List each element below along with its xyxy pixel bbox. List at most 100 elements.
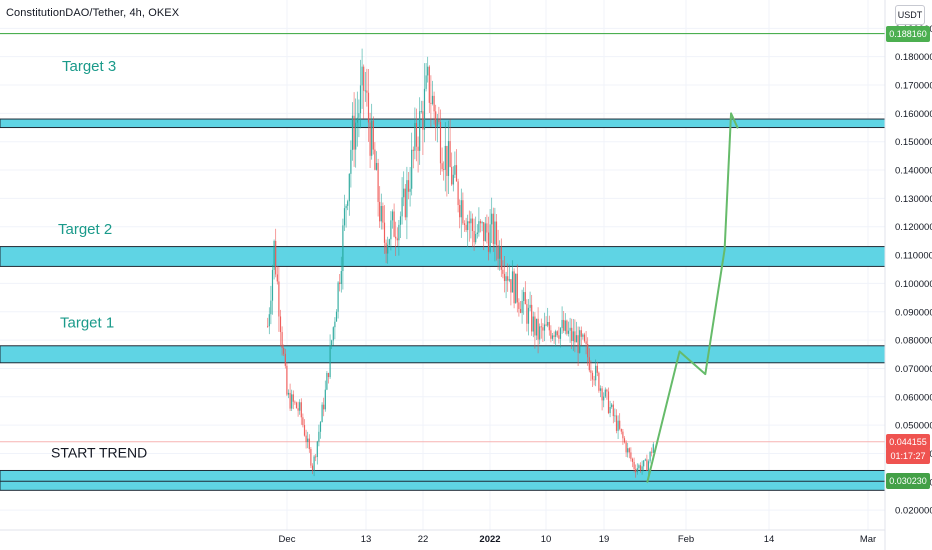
candle-body <box>513 271 515 304</box>
candle-body <box>652 444 654 453</box>
candle-body <box>535 318 538 336</box>
candle-body <box>311 465 314 470</box>
candle-body <box>443 169 445 170</box>
candle-body <box>547 321 549 326</box>
candle-body <box>356 117 358 123</box>
candle-body <box>284 353 286 366</box>
candle-body <box>387 244 389 254</box>
candle-body <box>305 435 307 442</box>
candle-body <box>350 149 352 174</box>
y-tick-label: 0.170000 <box>895 81 932 92</box>
candle-body <box>374 149 376 170</box>
candle-body <box>614 415 616 417</box>
candle-body <box>625 442 627 453</box>
candle-body <box>471 218 474 231</box>
candle-body <box>435 111 437 127</box>
zone-band <box>0 246 886 267</box>
y-tick-label: 0.060000 <box>895 392 932 403</box>
zone-band <box>0 345 886 364</box>
currency-unit-button[interactable]: USDT <box>895 5 925 25</box>
candle-body <box>412 149 414 151</box>
candle-body <box>590 370 592 373</box>
zone-band <box>0 469 886 491</box>
candle-body <box>580 330 582 337</box>
candle-body <box>377 162 379 202</box>
candle-body <box>531 304 533 332</box>
candle-body <box>644 459 646 461</box>
y-tick-label: 0.180000 <box>895 52 932 63</box>
candle-body <box>617 420 619 431</box>
y-tick-label: 0.100000 <box>895 279 932 290</box>
x-tick-label: 14 <box>764 534 775 545</box>
candle-body <box>332 327 334 341</box>
candle-body <box>316 441 318 458</box>
candle-body <box>619 420 621 429</box>
candle-body <box>342 225 344 272</box>
candle-body <box>449 141 451 167</box>
candle-body <box>455 165 458 182</box>
candle-body <box>428 66 430 103</box>
candle-body <box>481 222 483 224</box>
candle-body <box>550 330 552 339</box>
candle-body <box>289 392 291 409</box>
candle-body <box>345 205 347 209</box>
candle-body <box>508 279 510 281</box>
candle-body <box>583 334 586 342</box>
candle-body <box>575 335 578 343</box>
candle-body <box>340 271 342 285</box>
candle-body <box>571 327 573 342</box>
candle-body <box>399 216 402 225</box>
candle-body <box>363 66 365 91</box>
zone-band <box>0 118 886 129</box>
candle-body <box>561 319 563 329</box>
candle-body <box>593 379 595 381</box>
candle-body <box>283 348 285 354</box>
candle-body <box>579 330 581 353</box>
candle-body <box>375 162 378 170</box>
price-axis[interactable]: 0.0200000.0300000.0400000.0500000.060000… <box>884 0 932 550</box>
candle-body <box>407 180 410 192</box>
candle-body <box>299 402 301 411</box>
target-1-label: Target 1 <box>60 314 114 331</box>
candle-body <box>607 391 610 414</box>
y-tick-label: 0.110000 <box>895 251 932 262</box>
candle-body <box>641 466 643 471</box>
candle-body <box>382 206 384 223</box>
candle-body <box>497 245 499 259</box>
candle-body <box>273 240 275 270</box>
candle-body <box>308 438 310 450</box>
candle-body <box>609 406 611 414</box>
candle-body <box>611 404 613 407</box>
candle-body <box>403 188 405 198</box>
candle-body <box>499 246 501 259</box>
candle-body <box>295 402 298 409</box>
candle-body <box>515 273 517 304</box>
candle-body <box>391 211 394 221</box>
candle-body <box>604 389 606 397</box>
candle-body <box>310 449 312 466</box>
candle-body <box>415 122 418 147</box>
candle-body <box>417 146 419 151</box>
target-zones <box>0 118 886 491</box>
candle-body <box>524 292 526 305</box>
candle-body <box>369 122 371 156</box>
candle-body <box>615 415 618 431</box>
projection-path <box>646 112 739 483</box>
candle-body <box>623 438 626 443</box>
target-2-label: Target 2 <box>58 221 112 238</box>
candle-body <box>603 396 605 401</box>
candle-body <box>439 122 442 164</box>
candle-body <box>395 236 397 239</box>
candle-body <box>639 465 642 471</box>
candle-body <box>441 163 443 170</box>
candle-body <box>553 335 555 337</box>
candle-body <box>559 328 562 339</box>
candle-body <box>348 173 350 202</box>
candle-body <box>601 388 603 401</box>
candle-body <box>287 392 290 395</box>
time-axis[interactable]: Dec 13 22 2022 10 19 Feb 14 Mar <box>0 529 885 545</box>
candle-body <box>460 200 462 218</box>
candle-body <box>532 316 534 332</box>
candle-body <box>419 111 421 151</box>
